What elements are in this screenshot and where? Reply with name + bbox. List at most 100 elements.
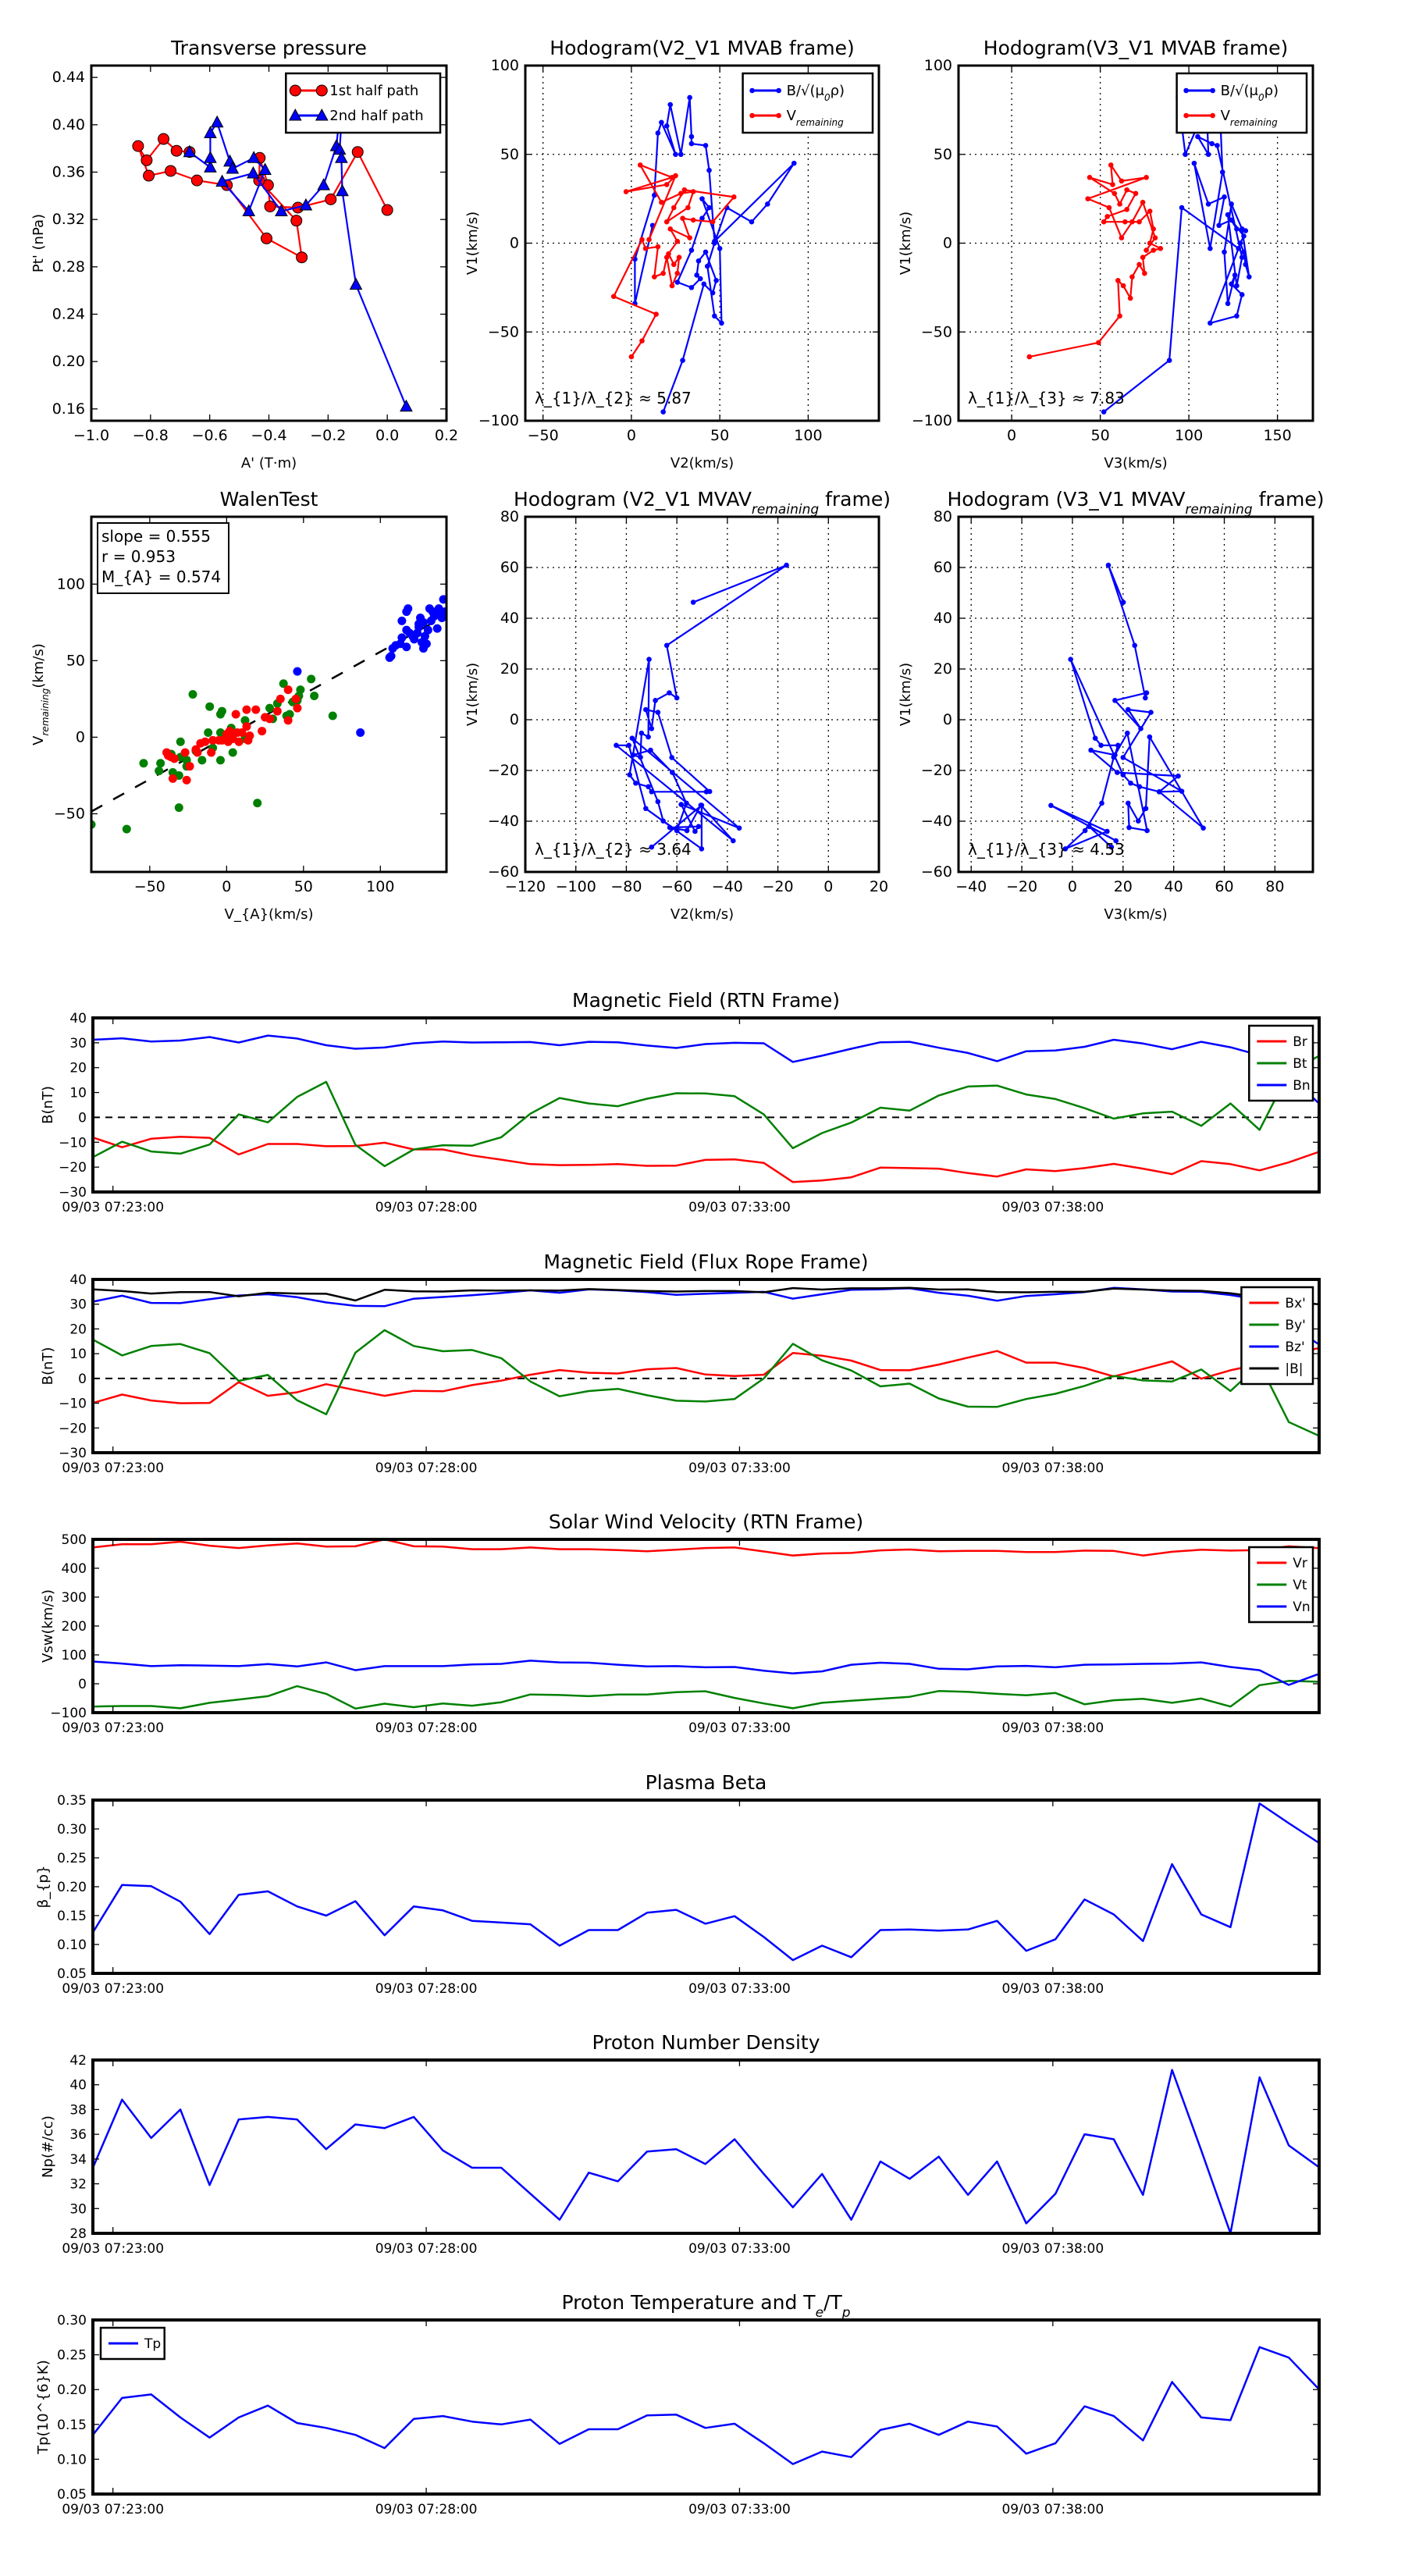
y-axis-label: B(nT) <box>40 1086 56 1124</box>
data-point <box>669 755 674 760</box>
y-tick-label: 0 <box>943 711 952 728</box>
data-point <box>385 653 394 662</box>
legend-entry: Vr <box>1257 1556 1307 1571</box>
data-point <box>688 247 695 253</box>
y-tick-label: 80 <box>934 508 952 525</box>
data-point <box>222 729 231 738</box>
legend-marker <box>1183 87 1189 94</box>
data-point <box>655 799 661 805</box>
data-point <box>165 165 177 177</box>
chart-title: Solar Wind Velocity (RTN Frame) <box>549 1510 863 1533</box>
x-tick-label: 09/03 07:33:00 <box>688 2241 791 2257</box>
series-2 <box>293 595 446 738</box>
data-point <box>614 742 619 749</box>
chart-title: WalenTest <box>220 488 318 511</box>
data-point <box>690 600 696 605</box>
x-tick-label: 09/03 07:38:00 <box>1001 1461 1104 1476</box>
legend: Bx' By' Bz' |B| <box>1240 1286 1314 1386</box>
data-point <box>663 123 670 129</box>
x-tick-label: 09/03 07:33:00 <box>688 1200 791 1215</box>
data-point <box>210 115 224 128</box>
data-point <box>265 714 274 724</box>
chart-title: Hodogram (V2_V1 MVAVremaining frame) <box>514 488 891 518</box>
data-point <box>695 824 702 830</box>
data-point <box>245 731 254 740</box>
data-point <box>678 802 684 807</box>
x-tick-label: 09/03 07:23:00 <box>62 1981 164 1997</box>
data-point <box>1124 206 1129 212</box>
chart-title: Magnetic Field (Flux Rope Frame) <box>543 1251 868 1273</box>
data-point <box>1087 175 1093 180</box>
data-point <box>1119 235 1125 240</box>
chart-title: Proton Number Density <box>592 2031 820 2054</box>
y-tick-label: 80 <box>500 508 519 525</box>
y-tick-label: 0.44 <box>52 69 85 86</box>
x-tick-label: −20 <box>763 878 794 895</box>
data-point <box>688 285 695 290</box>
plot-marks <box>93 1034 1319 1183</box>
data-point <box>639 237 645 243</box>
eigenvalue-ratio-annotation: λ_{1}/λ_{2} ≈ 3.64 <box>535 840 692 859</box>
data-point <box>260 232 272 244</box>
data-point <box>1117 201 1122 207</box>
data-point <box>335 151 348 163</box>
series-0 <box>1048 562 1206 852</box>
legend-label: Vremaining <box>787 108 845 128</box>
data-point <box>1205 201 1211 207</box>
data-point <box>667 226 674 232</box>
data-point <box>253 799 262 808</box>
data-point <box>1105 562 1112 568</box>
data-point <box>242 705 251 714</box>
data-point <box>663 182 670 187</box>
data-point <box>1082 827 1088 834</box>
data-point <box>1115 742 1121 749</box>
x-tick-label: 0 <box>1068 878 1077 895</box>
data-point <box>1179 205 1185 211</box>
legend-label: Tp <box>144 2336 161 2352</box>
data-point <box>646 656 652 662</box>
x-tick-label: 09/03 07:23:00 <box>62 2241 164 2257</box>
data-point <box>197 756 207 765</box>
data-point <box>191 745 201 754</box>
data-point <box>1229 217 1234 223</box>
data-point <box>1151 247 1156 253</box>
data-point <box>201 737 210 746</box>
data-point <box>791 160 797 166</box>
data-point <box>217 706 226 716</box>
x-tick-label: 150 <box>1263 427 1291 444</box>
chart-panel-9: 09/03 07:23:00 09/03 07:28:00 09/03 07:33:… <box>35 1771 1321 1997</box>
y-tick-label: −40 <box>921 813 952 830</box>
data-point <box>687 94 692 101</box>
fit-line <box>91 614 446 813</box>
data-point <box>208 735 218 745</box>
series-line-0 <box>1103 96 1250 413</box>
y-tick-label: −60 <box>921 863 952 881</box>
data-point <box>646 734 651 740</box>
y-tick-label: 200 <box>62 1619 87 1635</box>
y-tick-label: −10 <box>59 1135 87 1151</box>
data-point <box>204 126 217 138</box>
data-point <box>170 144 183 157</box>
legend-label: B/√(μ0ρ) <box>1221 83 1279 103</box>
y-tick-label: 0.32 <box>52 211 85 228</box>
chart-panel-0: −1.0 −0.8 −0.6 −0.4 −0.2 0.0 0.2 0.16 0.20 0.24 0.… <box>30 37 458 471</box>
y-tick-label: 0.25 <box>57 2348 87 2364</box>
data-point <box>283 716 293 725</box>
data-point <box>699 196 705 201</box>
data-point <box>673 151 678 158</box>
legend-entry: Bz' <box>1249 1340 1305 1355</box>
data-point <box>1062 846 1069 852</box>
legend: B/√(μ0ρ) Vremaining <box>742 72 874 134</box>
data-point <box>276 694 285 703</box>
x-tick-label: 09/03 07:28:00 <box>375 2241 478 2257</box>
data-point <box>1239 254 1245 261</box>
plot-area <box>93 1539 1319 1713</box>
x-tick-label: 100 <box>1175 427 1203 444</box>
y-tick-label: 0.28 <box>52 258 85 276</box>
data-point <box>166 753 176 762</box>
legend: Vr Vt Vn <box>1248 1546 1314 1624</box>
data-point <box>1128 780 1133 786</box>
y-tick-label: 30 <box>69 2201 87 2217</box>
series-0 <box>93 2069 1319 2233</box>
data-point <box>1241 233 1247 239</box>
